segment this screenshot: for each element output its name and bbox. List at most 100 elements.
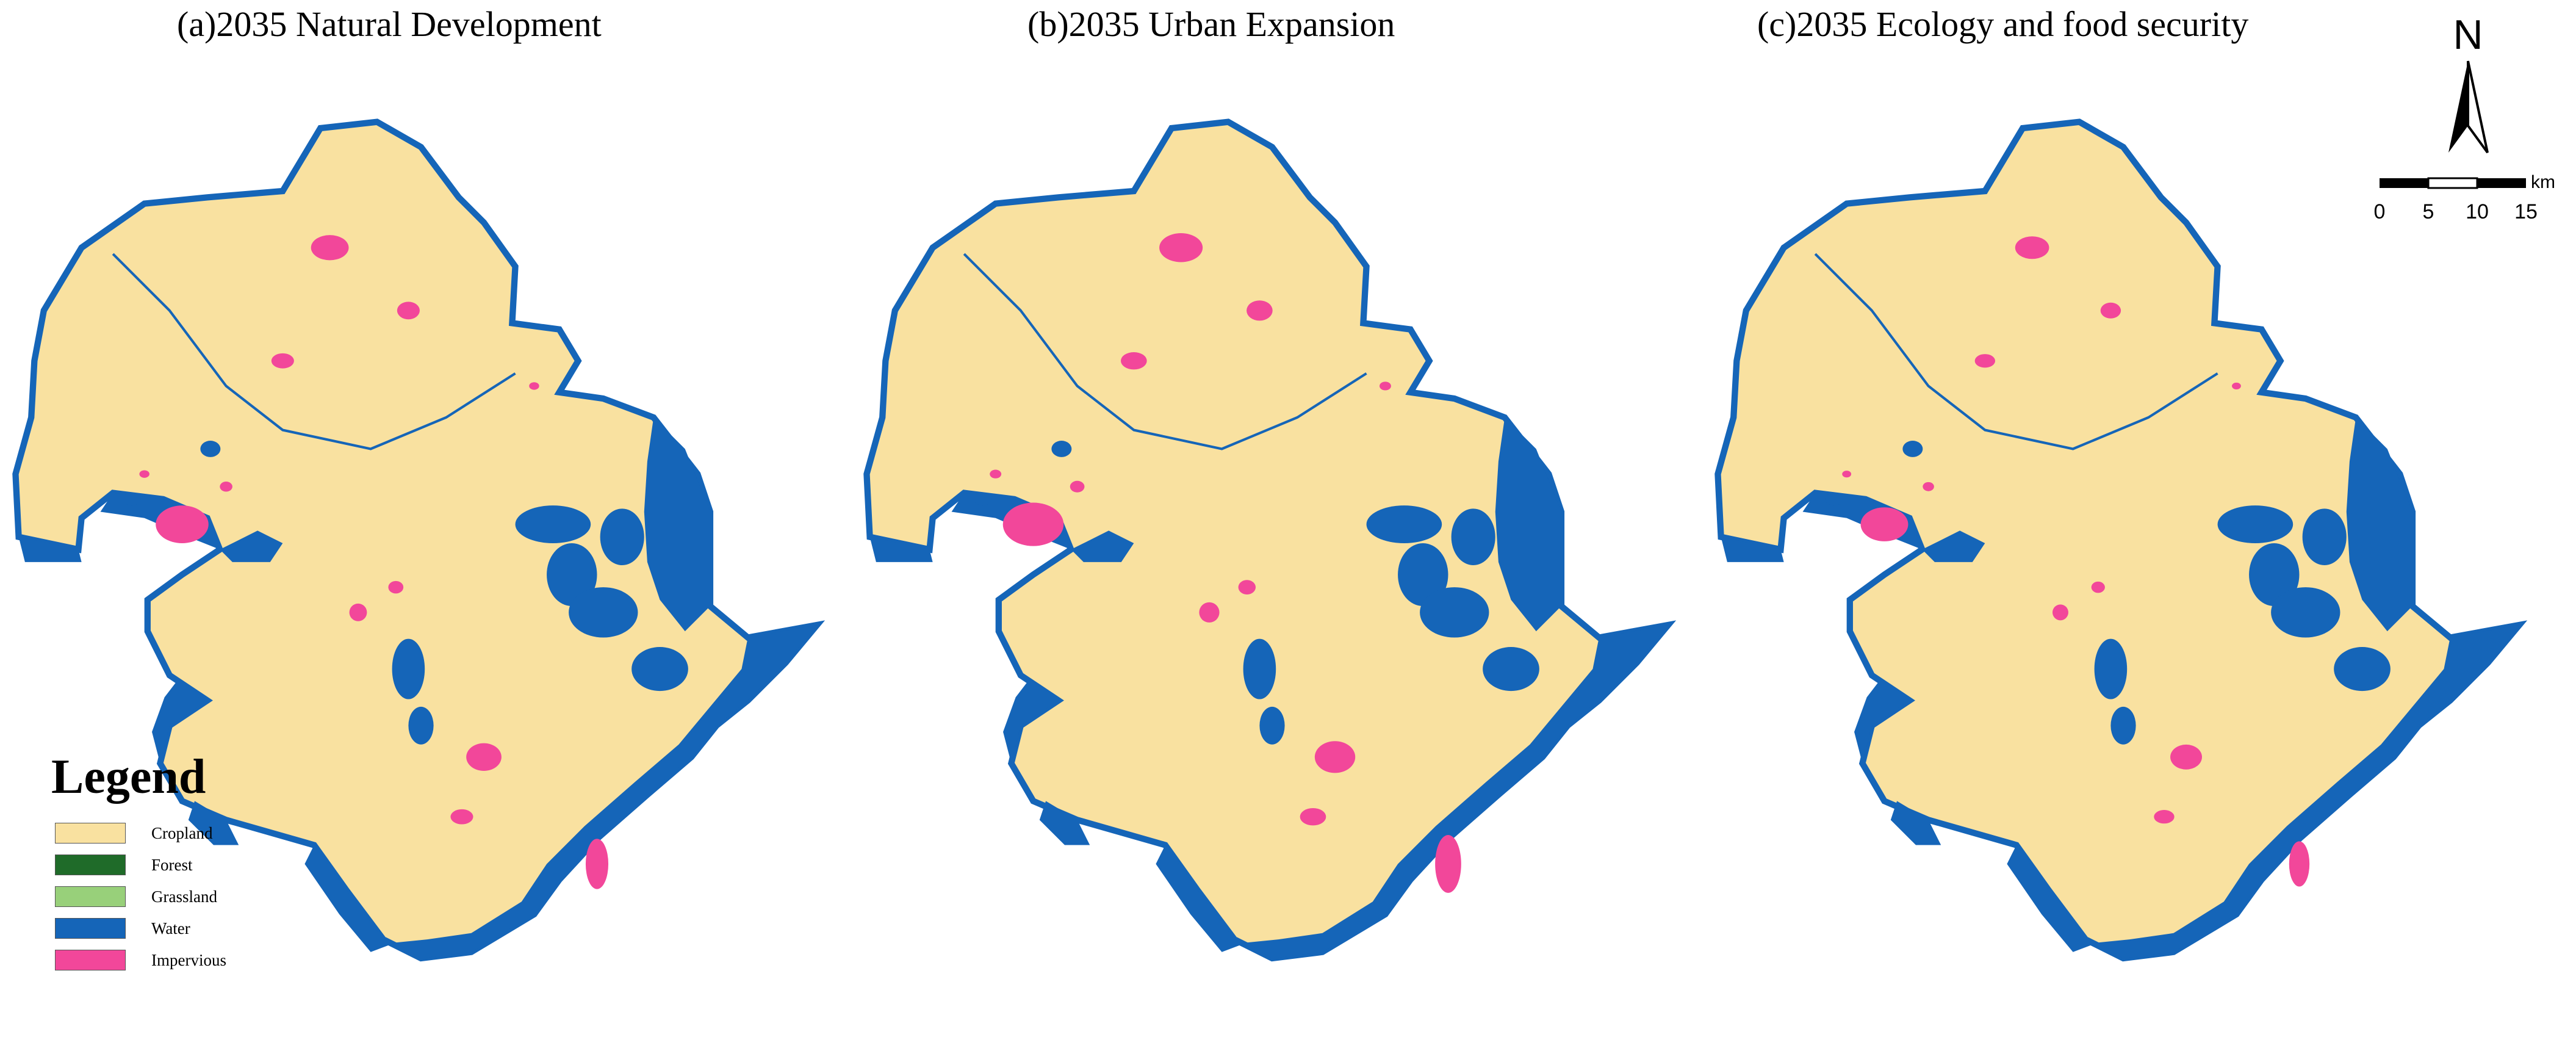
lake: [1398, 543, 1448, 607]
impervious-area: [1974, 354, 1996, 368]
legend-label: Cropland: [151, 823, 213, 842]
river: [963, 253, 1367, 450]
impervious-area: [220, 482, 232, 492]
water-body: [1922, 530, 1985, 562]
impervious-area: [156, 505, 209, 543]
legend-label: Forest: [151, 855, 193, 874]
water-body: [2098, 624, 2520, 958]
impervious-area: [139, 470, 149, 478]
lake: [974, 493, 992, 506]
water-body: [1247, 624, 1669, 958]
map-panel-b: [857, 55, 1687, 1032]
impervious-area: [2289, 841, 2310, 887]
impervious-area: [1121, 352, 1147, 370]
legend-title: Legend: [51, 750, 206, 804]
water-body: [1156, 845, 1247, 952]
water-body: [1039, 801, 1090, 845]
scale-unit: km: [2531, 172, 2555, 192]
water-body: [869, 537, 933, 562]
legend-label: Impervious: [151, 950, 226, 969]
lake: [2094, 638, 2128, 699]
lake: [2217, 505, 2294, 543]
water-body: [1003, 678, 1059, 764]
impervious-area: [1379, 381, 1391, 391]
legend-label: Grassland: [151, 887, 217, 906]
lake: [569, 587, 638, 638]
impervious-area: [1314, 741, 1356, 773]
lake: [515, 505, 591, 543]
legend-item-impervious: Impervious: [43, 944, 250, 976]
scale-tick: 15: [2514, 200, 2538, 223]
lake: [631, 647, 688, 692]
panel-b-title: (b)2035 Urban Expansion: [1027, 4, 1395, 44]
scale-tick: 5: [2423, 200, 2434, 223]
impervious-area: [1247, 300, 1273, 321]
panel-a-title: (a)2035 Natural Development: [177, 4, 602, 44]
water-body: [1071, 530, 1134, 562]
lake: [1243, 638, 1276, 699]
impervious-area: [1860, 507, 1909, 541]
water-body: [1721, 537, 1784, 562]
impervious-area: [466, 743, 502, 771]
water-body: [1854, 678, 1910, 764]
impervious-area: [271, 353, 294, 369]
water-body: [1495, 417, 1561, 632]
river: [1814, 253, 2218, 450]
legend: Legend Cropland Forest Grassland Water I…: [43, 750, 250, 976]
river: [112, 253, 516, 450]
lake: [1366, 505, 1442, 543]
north-label: N: [2453, 12, 2483, 58]
water-body: [220, 530, 283, 562]
impervious-area: [2052, 604, 2068, 621]
lake: [200, 441, 221, 457]
water-body: [18, 537, 82, 562]
lake: [1051, 441, 1072, 457]
lake: [1825, 493, 1843, 506]
grassland-swatch: [55, 886, 126, 907]
legend-item-forest: Forest: [43, 849, 250, 881]
lake: [123, 493, 141, 506]
lake: [1483, 647, 1539, 692]
water-swatch: [55, 918, 126, 939]
land-use-map: [1714, 118, 2528, 962]
lake: [1259, 706, 1285, 745]
impervious-area: [1842, 471, 1852, 478]
lake: [1420, 587, 1489, 638]
lake: [2302, 508, 2347, 566]
impervious-area: [1435, 835, 1461, 893]
legend-item-cropland: Cropland: [43, 817, 250, 849]
water-body: [2346, 417, 2412, 632]
land-use-map: [863, 118, 1677, 962]
impervious-area: [1300, 808, 1326, 826]
cropland-swatch: [55, 823, 126, 844]
forest-swatch: [55, 855, 126, 875]
north-arrow-icon: N: [2448, 12, 2489, 154]
lake: [2334, 647, 2391, 692]
lake: [600, 508, 644, 566]
legend-item-grassland: Grassland: [43, 881, 250, 912]
scale-tick: 0: [2374, 200, 2386, 223]
impervious-area: [397, 302, 420, 320]
impervious-area: [1923, 482, 1934, 491]
lake: [2249, 543, 2300, 607]
impervious-area: [2232, 382, 2241, 389]
lake: [392, 638, 425, 699]
impervious-area: [2100, 302, 2121, 319]
scale-bar: km 0 5 10 15: [2374, 172, 2555, 223]
impervious-area: [585, 839, 609, 889]
lake: [2110, 706, 2136, 745]
impervious-area: [1199, 602, 1220, 623]
impervious-area: [2091, 581, 2105, 593]
water-body: [644, 417, 710, 632]
water-body: [188, 801, 239, 845]
panel-c-title: (c)2035 Ecology and food security: [1757, 4, 2249, 44]
lake: [1451, 508, 1495, 566]
lake: [2271, 587, 2340, 638]
impervious-area: [2170, 744, 2202, 770]
impervious-area: [311, 235, 349, 261]
map-panel-a: [6, 55, 836, 1032]
impervious-area: [1159, 233, 1203, 262]
impervious-area: [1070, 480, 1085, 493]
lake: [1902, 441, 1923, 457]
impervious-area: [349, 603, 367, 621]
